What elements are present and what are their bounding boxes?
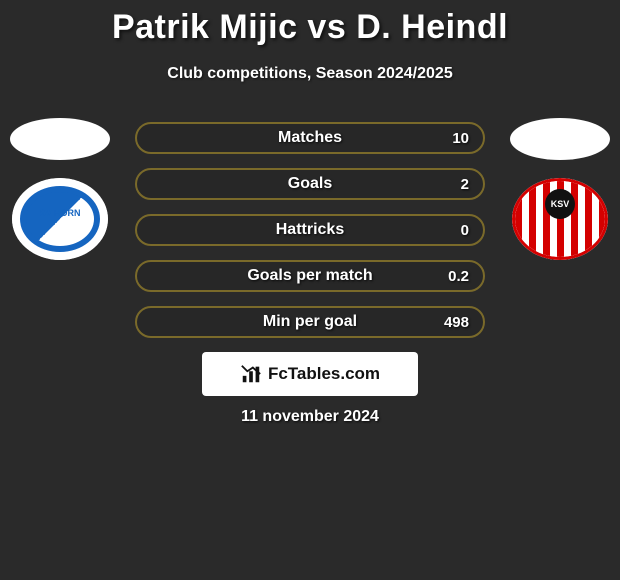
page-title: Patrik Mijic vs D. Heindl xyxy=(0,0,620,47)
club-badge-right xyxy=(512,178,608,260)
stat-right-value: 498 xyxy=(444,314,469,331)
subtitle: Club competitions, Season 2024/2025 xyxy=(0,65,620,83)
stat-row-goals: Goals 2 xyxy=(135,168,485,200)
player-left-photo xyxy=(10,118,110,160)
stat-right-value: 10 xyxy=(452,130,469,147)
player-left-column xyxy=(10,118,110,260)
club-badge-left xyxy=(12,178,108,260)
stat-row-min-per-goal: Min per goal 498 xyxy=(135,306,485,338)
brand-box[interactable]: FcTables.com xyxy=(202,352,418,396)
stat-right-value: 0.2 xyxy=(448,268,469,285)
stat-label: Matches xyxy=(278,129,342,147)
stat-row-hattricks: Hattricks 0 xyxy=(135,214,485,246)
brand-label: FcTables.com xyxy=(268,364,380,384)
stat-right-value: 0 xyxy=(461,222,469,239)
ksv-badge-icon xyxy=(512,178,608,260)
stat-label: Goals per match xyxy=(247,267,372,285)
stats-panel: Matches 10 Goals 2 Hattricks 0 Goals per… xyxy=(135,122,485,352)
sv-horn-badge-icon xyxy=(12,178,108,260)
date-text: 11 november 2024 xyxy=(0,408,620,426)
bar-chart-icon xyxy=(240,363,262,385)
stat-label: Hattricks xyxy=(276,221,344,239)
stat-row-matches: Matches 10 xyxy=(135,122,485,154)
stat-label: Min per goal xyxy=(263,313,357,331)
stat-label: Goals xyxy=(288,175,332,193)
player-right-photo xyxy=(510,118,610,160)
player-right-column xyxy=(510,118,610,260)
stat-right-value: 2 xyxy=(461,176,469,193)
stat-row-goals-per-match: Goals per match 0.2 xyxy=(135,260,485,292)
